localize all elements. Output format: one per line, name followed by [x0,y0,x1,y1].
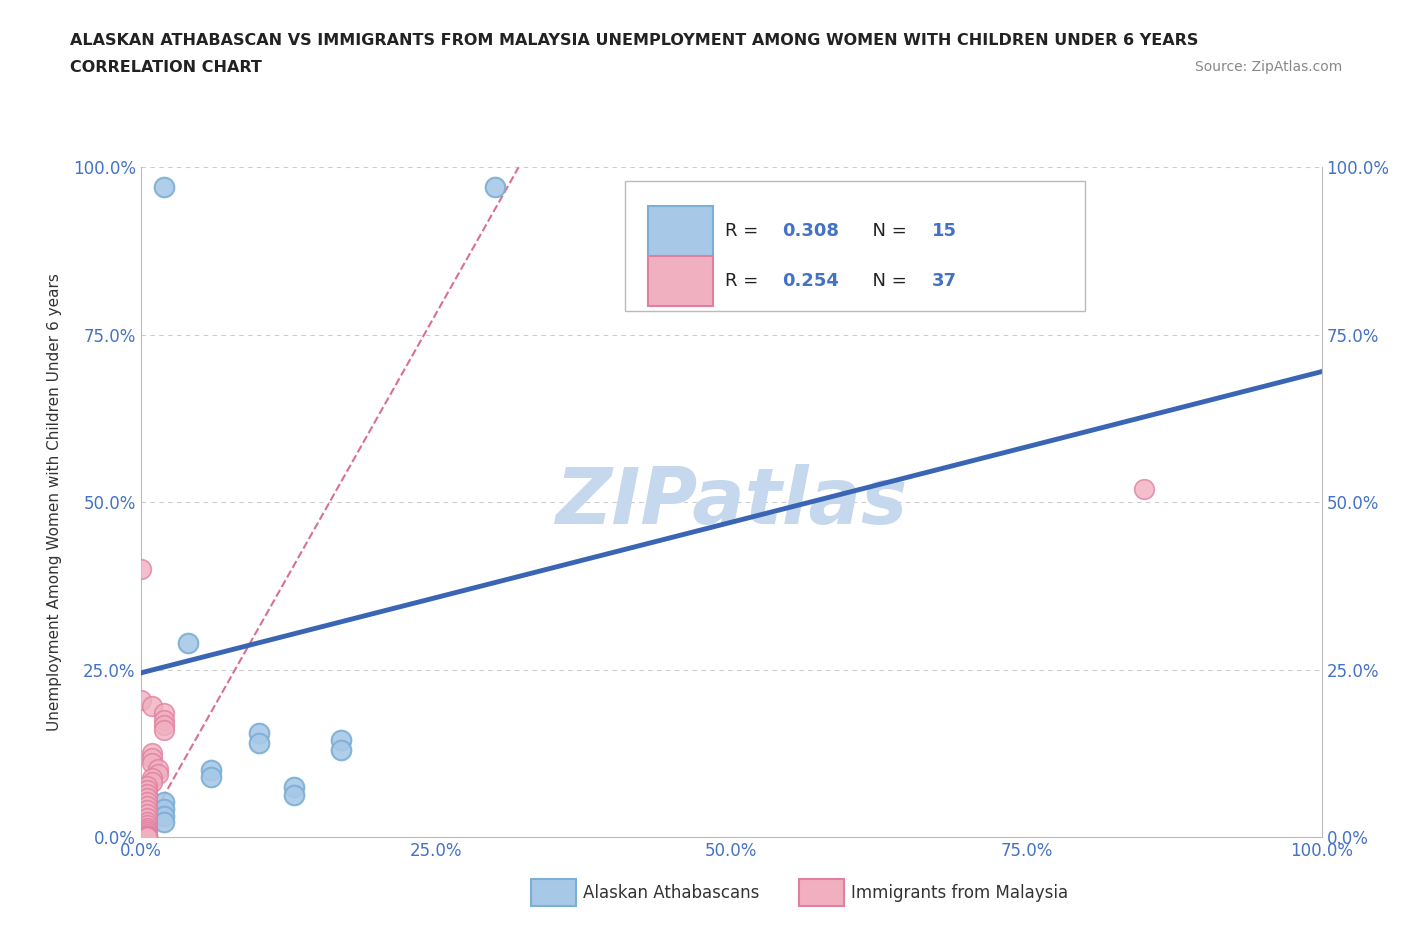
Point [153,795,176,810]
Point [135,787,157,802]
Point [135,803,157,817]
Point [247,725,270,740]
Point [484,180,506,195]
Point [135,815,157,830]
Point [153,723,176,737]
Text: ZIPatlas: ZIPatlas [555,464,907,540]
Point [153,180,176,195]
Text: N =: N = [860,272,912,290]
Point [135,778,157,793]
Point [1133,482,1156,497]
Text: CORRELATION CHART: CORRELATION CHART [70,60,262,75]
Text: 15: 15 [932,222,957,240]
Point [135,825,157,840]
Text: ALASKAN ATHABASCAN VS IMMIGRANTS FROM MALAYSIA UNEMPLOYMENT AMONG WOMEN WITH CHI: ALASKAN ATHABASCAN VS IMMIGRANTS FROM MA… [70,33,1199,47]
Point [141,699,163,714]
Text: N =: N = [860,222,912,240]
Point [135,830,157,844]
Point [135,807,157,822]
Point [135,829,157,844]
Point [141,756,163,771]
FancyBboxPatch shape [624,180,1085,312]
Point [153,815,176,830]
FancyBboxPatch shape [648,256,713,306]
Point [135,795,157,810]
Point [135,811,157,826]
Text: Immigrants from Malaysia: Immigrants from Malaysia [851,884,1067,902]
Text: 0.254: 0.254 [782,272,839,290]
Point [135,829,157,844]
Point [148,766,170,781]
Text: 37: 37 [932,272,957,290]
Point [330,742,353,757]
Point [135,830,157,844]
Point [283,779,305,794]
FancyBboxPatch shape [648,206,713,256]
Point [135,817,157,832]
Point [141,775,163,790]
Point [247,736,270,751]
Text: Alaskan Athabascans: Alaskan Athabascans [583,884,759,902]
Point [148,762,170,777]
Point [135,830,157,844]
Point [135,827,157,842]
Text: R =: R = [725,222,765,240]
Text: 0.308: 0.308 [782,222,839,240]
Point [200,763,222,777]
Y-axis label: Unemployment Among Women with Children Under 6 years: Unemployment Among Women with Children U… [46,273,62,731]
Point [200,769,222,784]
Point [153,808,176,823]
Text: R =: R = [725,272,765,290]
Point [135,830,157,844]
Point [153,712,176,727]
Point [135,820,157,835]
Point [153,802,176,817]
Point [129,692,152,707]
Point [141,746,163,761]
Point [129,562,152,577]
Point [135,799,157,814]
Point [135,783,157,798]
Text: Source: ZipAtlas.com: Source: ZipAtlas.com [1195,60,1343,74]
Point [141,771,163,786]
Point [330,733,353,748]
Point [177,635,200,650]
Point [141,751,163,765]
Point [153,717,176,732]
Point [153,706,176,721]
Point [135,830,157,844]
Point [135,823,157,838]
Point [135,790,157,805]
Point [283,788,305,803]
